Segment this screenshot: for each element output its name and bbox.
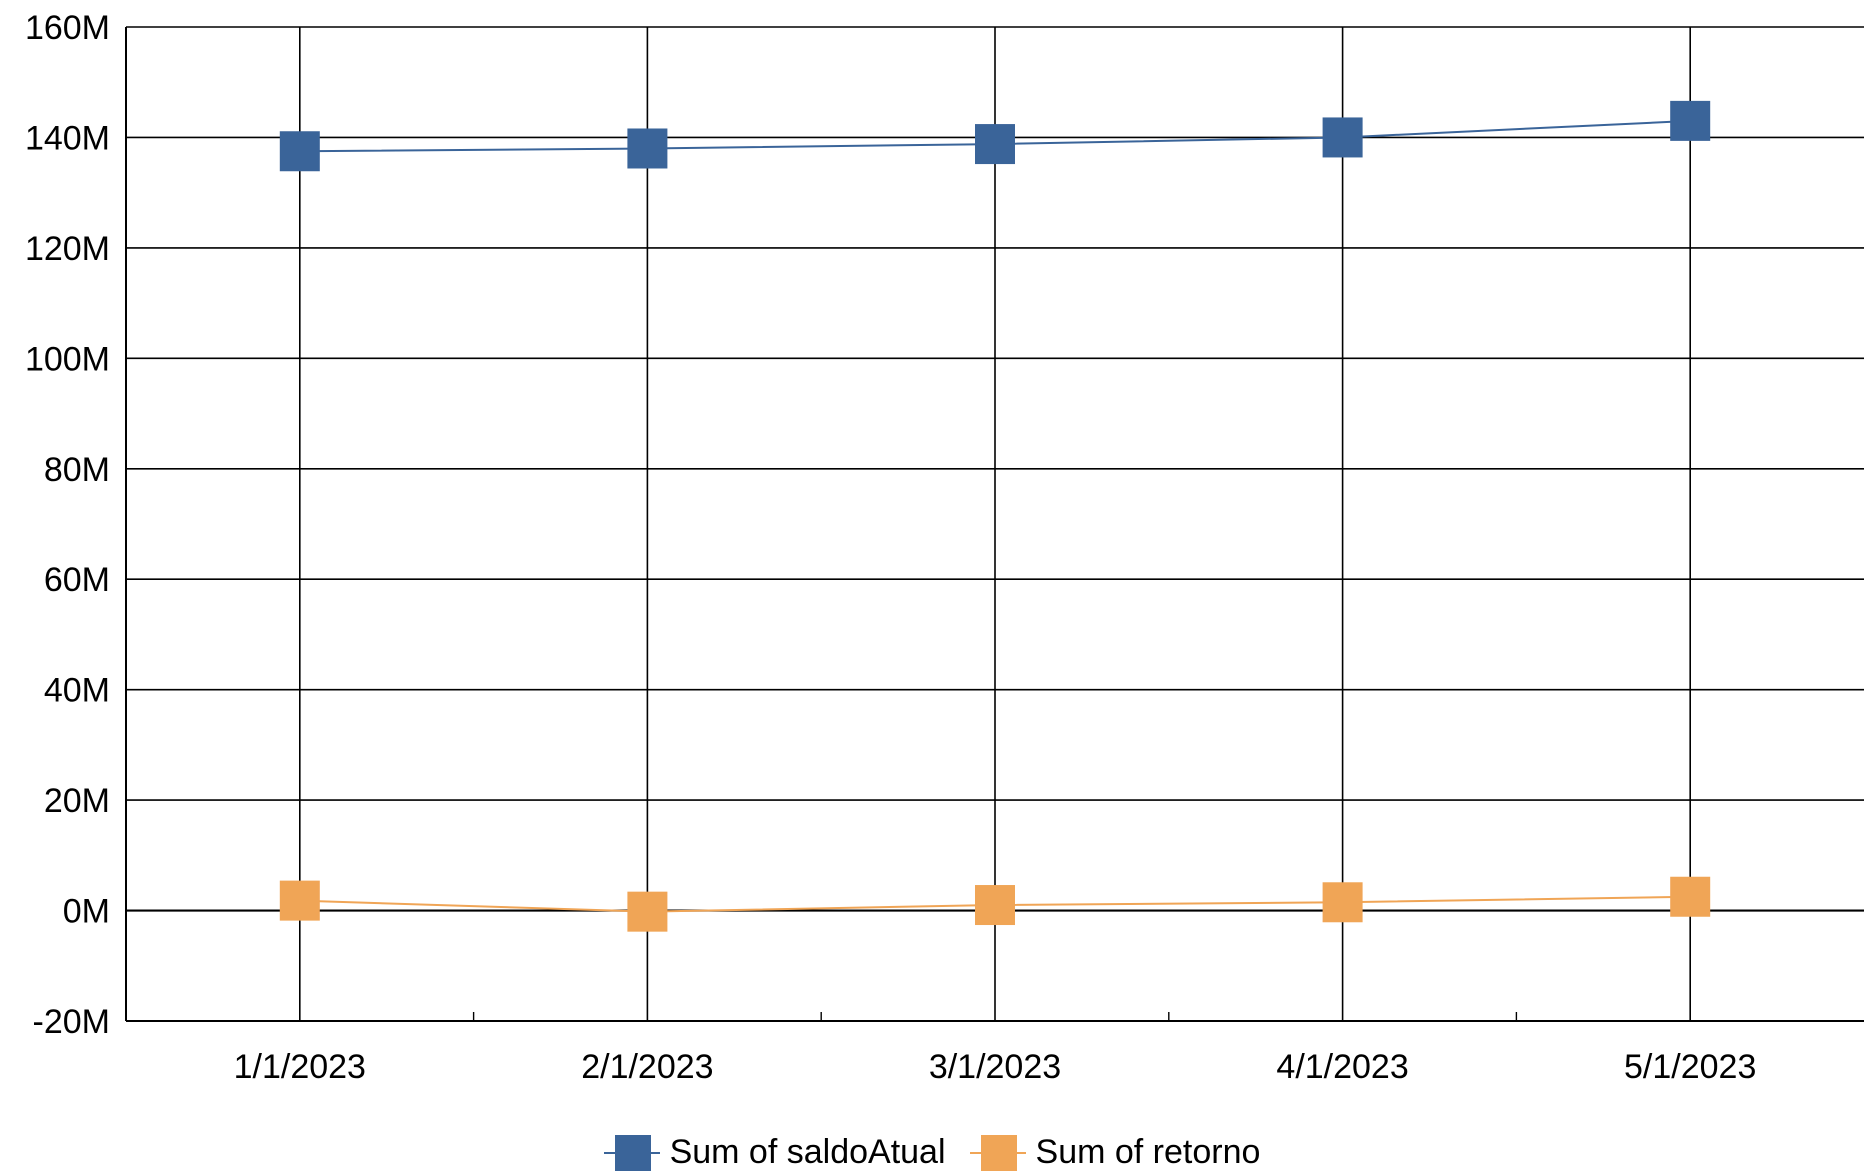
legend-swatch-saldoatual	[603, 1134, 660, 1171]
y-tick-label-6: 100M	[25, 340, 110, 378]
y-tick-label-0: -20M	[33, 1003, 110, 1041]
series-1-marker-4	[1670, 876, 1711, 917]
legend: Sum of saldoAtual Sum of retorno	[0, 1133, 1864, 1172]
series-0-marker-1	[627, 128, 668, 169]
legend-swatch-retorno	[969, 1134, 1026, 1171]
series-0-marker-0	[279, 131, 320, 172]
legend-label-saldoatual: Sum of saldoAtual	[669, 1133, 946, 1171]
y-tick-label-4: 60M	[44, 561, 110, 599]
x-tick-label-3: 4/1/2023	[1276, 1048, 1408, 1086]
series-0-marker-2	[975, 124, 1015, 165]
y-tick-label-9: 160M	[25, 9, 110, 47]
y-axis-tick-labels: -20M 0M 20M 40M 60M 80M 100M 120M 140M 160M	[25, 9, 110, 1041]
x-tick-label-1: 2/1/2023	[581, 1048, 713, 1086]
series-0-marker-3	[1322, 117, 1363, 158]
y-tick-label-2: 20M	[44, 782, 110, 820]
y-tick-label-7: 120M	[25, 230, 110, 268]
x-tick-label-0: 1/1/2023	[234, 1048, 366, 1086]
x-tick-label-2: 3/1/2023	[929, 1048, 1061, 1086]
y-tick-label-1: 0M	[63, 893, 110, 931]
grid-lines	[126, 26, 1864, 1022]
x-axis-tick-labels: 1/1/2023 2/1/2023 3/1/2023 4/1/2023 5/1/2023	[234, 1048, 1757, 1086]
series-1-marker-3	[1322, 882, 1363, 923]
legend-item-saldoatual[interactable]: Sum of saldoAtual	[603, 1133, 946, 1172]
series-layer	[279, 100, 1711, 932]
y-tick-label-8: 140M	[25, 119, 110, 157]
legend-item-retorno[interactable]: Sum of retorno	[969, 1133, 1261, 1172]
series-1-marker-1	[627, 891, 668, 932]
x-tick-label-4: 5/1/2023	[1624, 1048, 1756, 1086]
legend-label-retorno: Sum of retorno	[1035, 1133, 1261, 1171]
y-tick-label-3: 40M	[44, 672, 110, 710]
y-tick-label-5: 80M	[44, 451, 110, 489]
axes	[125, 27, 1864, 1022]
series-0-marker-4	[1670, 100, 1711, 141]
series-1-marker-0	[279, 880, 320, 921]
series-1-marker-2	[975, 885, 1015, 926]
